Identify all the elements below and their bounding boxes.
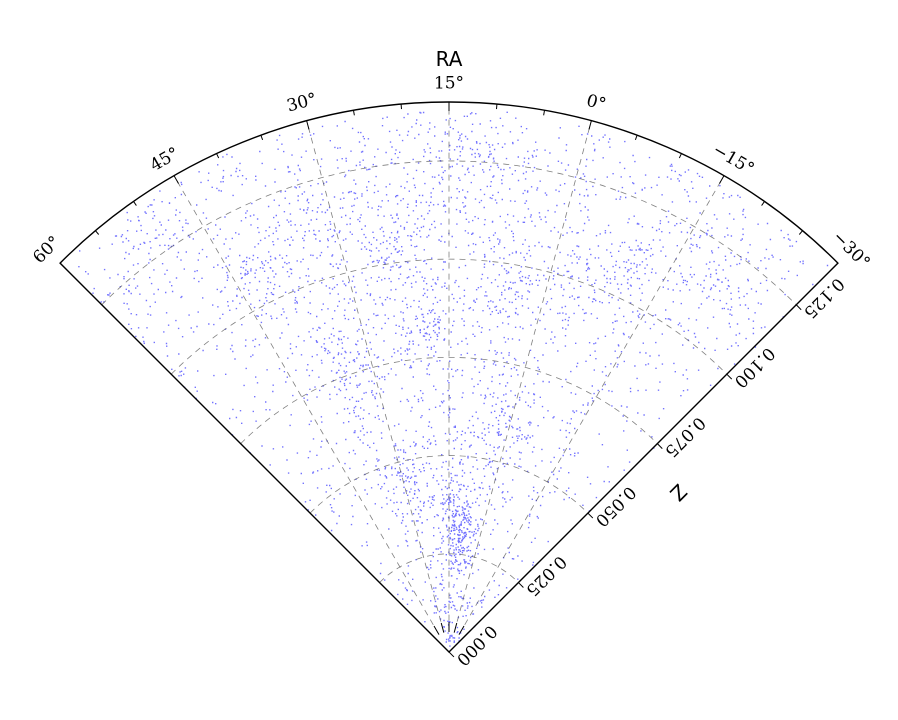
r-tick-label: 0.050 (591, 482, 640, 531)
theta-tick-label: 15° (434, 74, 464, 94)
grid-arc-r (101, 160, 797, 306)
r-tick-label: 0.100 (730, 343, 779, 392)
r-tick (518, 582, 524, 588)
theta-tick-inner (427, 630, 436, 639)
theta-tick-label: 0° (584, 91, 608, 115)
theta-tick-inner (453, 622, 458, 633)
theta-tick (634, 134, 638, 141)
r-tick-label: 0.075 (661, 412, 710, 461)
theta-tick (173, 175, 179, 184)
theta-tick-label: 45° (147, 143, 183, 175)
grid-layer (101, 102, 797, 625)
grid-line-theta (173, 175, 434, 625)
r-tick-label: 0.125 (799, 274, 848, 323)
theta-tick (353, 110, 355, 116)
tick-layer (59, 102, 839, 658)
theta-tick (798, 230, 803, 235)
theta-tick (543, 110, 545, 116)
r-axis-title: Z (665, 479, 692, 506)
grid-arc-r (170, 258, 728, 375)
grid-line-theta (464, 175, 725, 625)
grid-arc-r (309, 455, 589, 514)
r-tick-label: 0.000 (452, 621, 501, 670)
r-tick (587, 512, 594, 519)
r-tick (448, 651, 455, 658)
theta-tick-label: −15° (709, 140, 757, 180)
theta-tick-inner (458, 625, 465, 635)
theta-tick (761, 201, 765, 206)
theta-tick-inner (462, 630, 471, 639)
theta-tick (133, 201, 137, 206)
theta-tick (588, 120, 592, 130)
theta-tick-label: 60° (29, 232, 64, 267)
r-tick-label: 0.025 (522, 551, 571, 600)
grid-arc-r (379, 553, 519, 583)
r-tick (726, 373, 733, 380)
scatter-points (78, 111, 829, 647)
theta-axis-title: RA (436, 47, 463, 71)
theta-tick (59, 262, 67, 270)
theta-tick (95, 230, 100, 235)
theta-tick-inner (440, 622, 445, 633)
theta-tick (260, 134, 264, 141)
grid-line-theta (306, 120, 442, 622)
theta-tick (719, 175, 725, 184)
grid-arc-r (240, 357, 658, 444)
theta-tick (678, 153, 682, 159)
theta-tick-label: 30° (285, 89, 319, 116)
theta-tick (216, 153, 220, 159)
theta-tick (831, 262, 839, 270)
theta-tick (306, 120, 310, 130)
r-tick (656, 443, 663, 449)
grid-line-theta (456, 120, 592, 622)
r-tick (795, 304, 802, 311)
theta-tick-inner (433, 625, 440, 635)
data-points-layer (78, 111, 829, 647)
